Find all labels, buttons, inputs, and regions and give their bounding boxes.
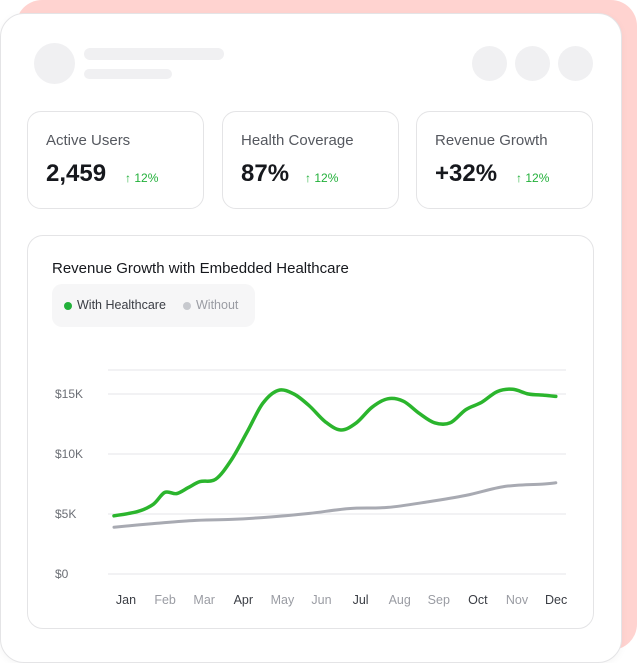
- stat-value: 2,459: [46, 160, 107, 187]
- stat-change-value: 12%: [525, 171, 550, 185]
- avatar-placeholder: [34, 43, 75, 84]
- x-tick-label: May: [271, 593, 295, 607]
- subtitle-placeholder: [84, 69, 172, 79]
- stat-card-revenue-growth: Revenue Growth +32% ↑ 12%: [416, 111, 593, 209]
- series-line-with-healthcare: [112, 387, 558, 518]
- chart-card: Revenue Growth with Embedded Healthcare …: [27, 235, 594, 629]
- x-tick-label: Apr: [234, 593, 253, 607]
- arrow-up-icon: ↑: [125, 171, 131, 185]
- x-tick-label: Mar: [193, 593, 215, 607]
- x-tick-label: Jul: [353, 593, 369, 607]
- title-placeholder: [84, 48, 224, 60]
- x-tick-label: Jan: [116, 593, 136, 607]
- stat-card-health-coverage: Health Coverage 87% ↑ 12%: [222, 111, 399, 209]
- series-line-without: [112, 481, 558, 529]
- stat-change-value: 12%: [134, 171, 159, 185]
- stat-change-value: 12%: [314, 171, 339, 185]
- stat-label: Health Coverage: [241, 132, 354, 149]
- x-tick-label: Sep: [428, 593, 450, 607]
- stat-change: ↑ 12%: [125, 171, 158, 185]
- stat-change: ↑ 12%: [305, 171, 338, 185]
- stat-value: +32%: [435, 160, 498, 187]
- action-placeholder-2[interactable]: [515, 46, 550, 81]
- legend-dot-without: [183, 302, 191, 310]
- stat-label: Revenue Growth: [435, 132, 548, 149]
- arrow-up-icon: ↑: [305, 171, 311, 185]
- y-tick-label: $0: [55, 567, 69, 581]
- x-tick-label: Feb: [154, 593, 176, 607]
- line-chart: $0 $5K $10K $15K Jan Feb Mar Apr May Jun Jul Aug Sep…: [55, 369, 567, 607]
- x-tick-label: Nov: [506, 593, 529, 607]
- action-placeholder-3[interactable]: [558, 46, 593, 81]
- chart-title: Revenue Growth with Embedded Healthcare: [52, 260, 349, 277]
- chart-legend: With Healthcare Without: [52, 284, 255, 327]
- y-tick-label: $5K: [55, 507, 76, 521]
- x-tick-label: Dec: [545, 593, 567, 607]
- legend-item-without[interactable]: Without: [196, 298, 239, 312]
- x-tick-label: Aug: [389, 593, 411, 607]
- stat-change: ↑ 12%: [516, 171, 549, 185]
- legend-item-with-healthcare[interactable]: With Healthcare: [77, 298, 166, 312]
- x-tick-label: Oct: [468, 593, 488, 607]
- x-tick-label: Jun: [311, 593, 331, 607]
- stat-card-active-users: Active Users 2,459 ↑ 12%: [27, 111, 204, 209]
- action-placeholder-1[interactable]: [472, 46, 507, 81]
- y-tick-label: $10K: [55, 447, 83, 461]
- legend-dot-with-healthcare: [64, 302, 72, 310]
- stat-label: Active Users: [46, 132, 131, 149]
- y-tick-label: $15K: [55, 387, 83, 401]
- stat-value: 87%: [241, 160, 290, 187]
- arrow-up-icon: ↑: [516, 171, 522, 185]
